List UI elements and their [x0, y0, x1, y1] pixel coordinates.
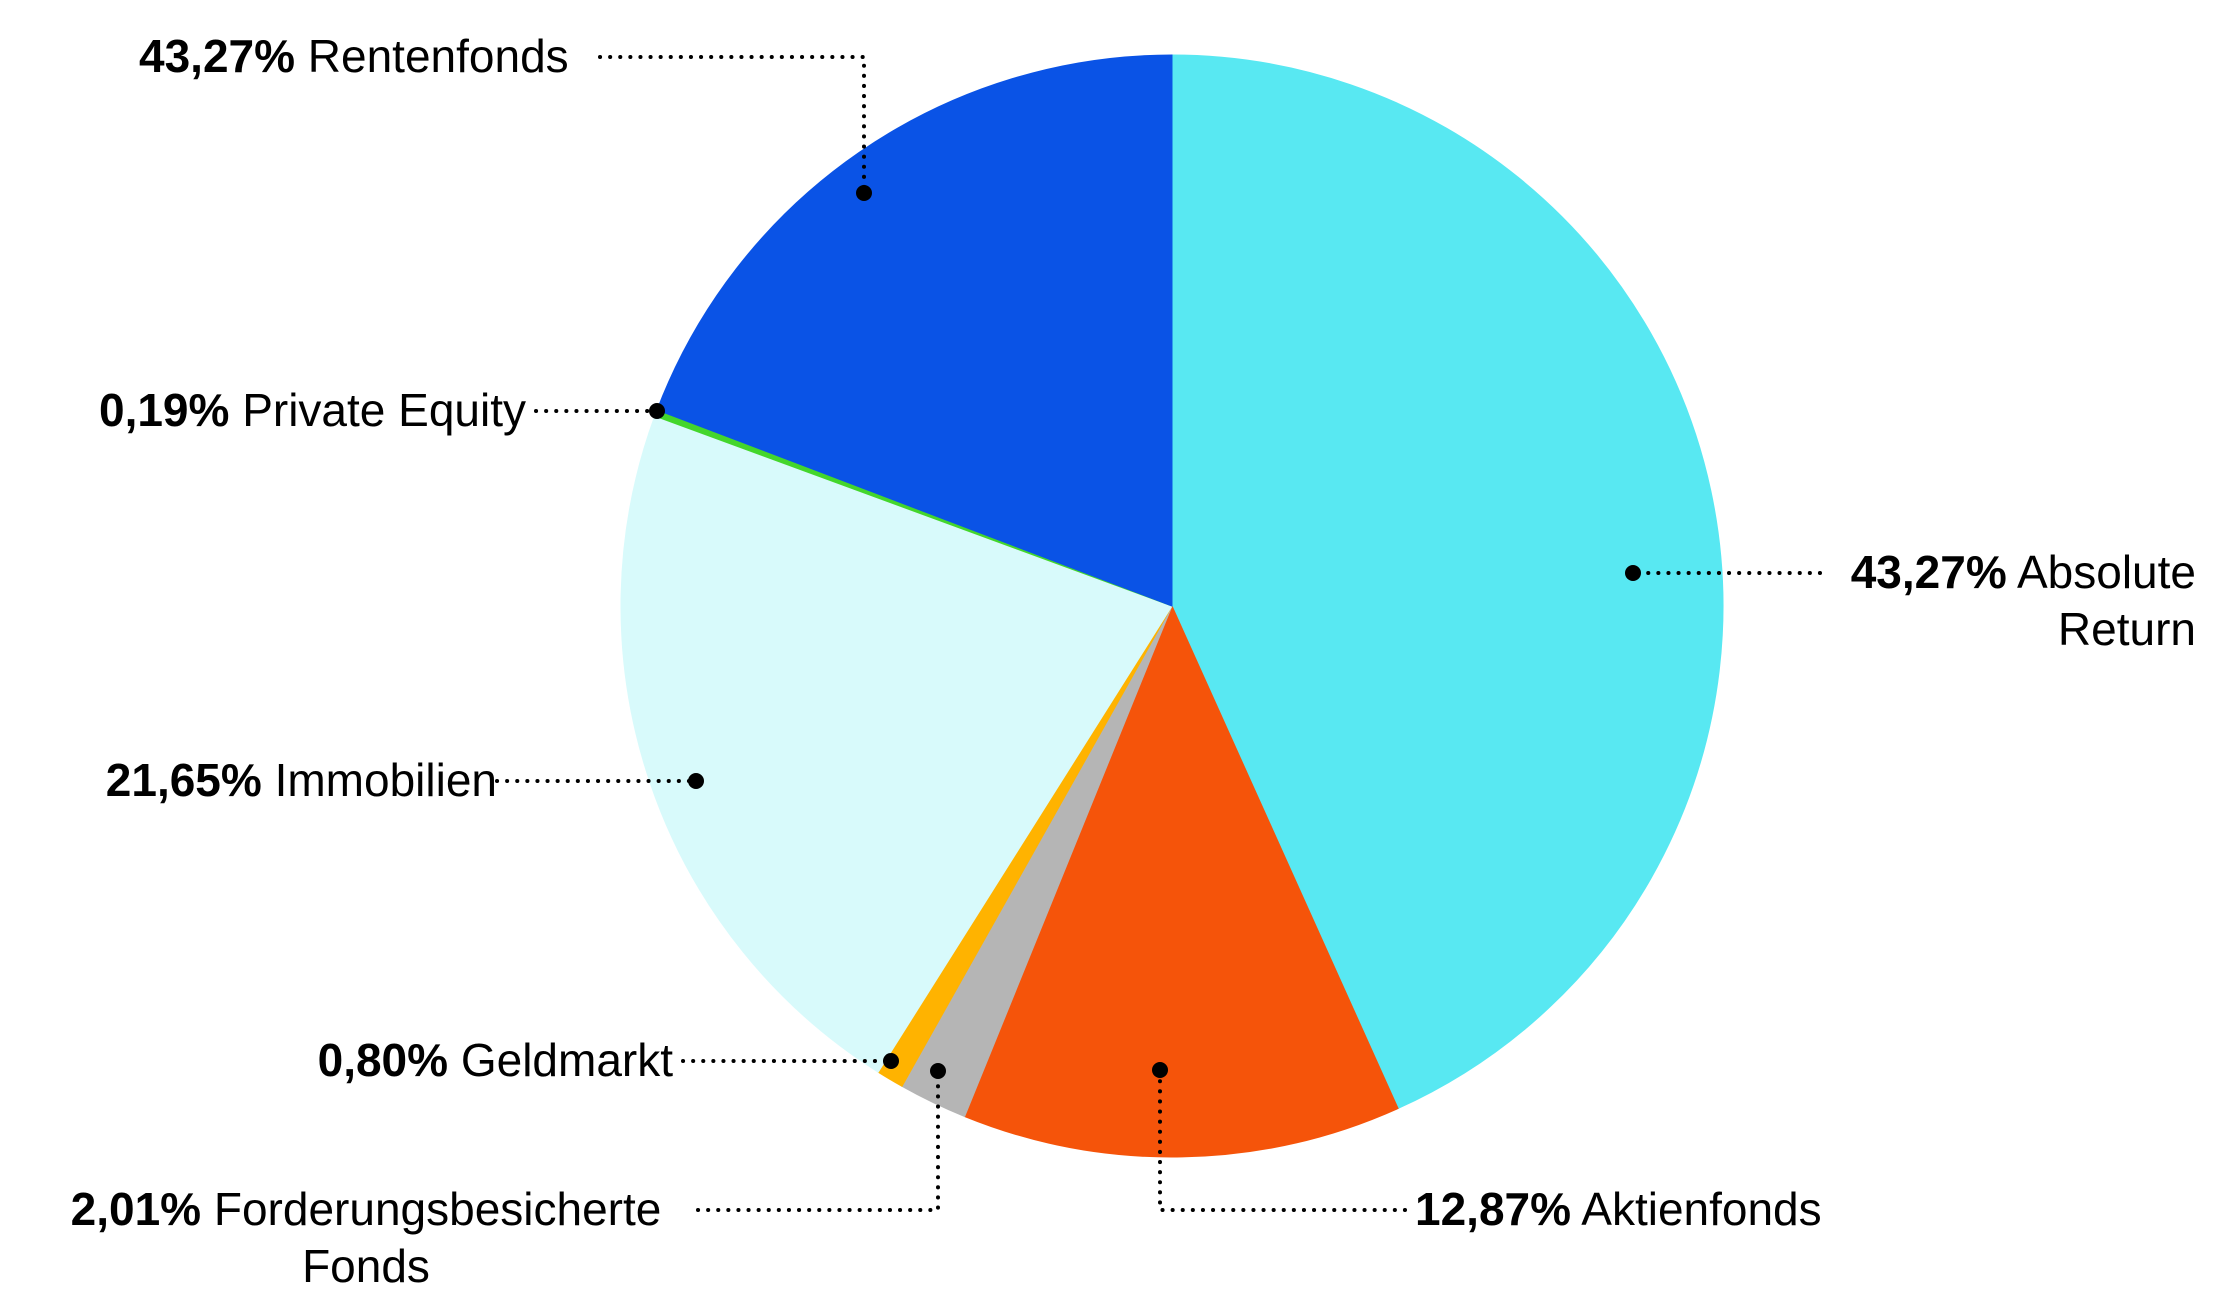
- leader-anchor-dot-absolute-return: [1625, 565, 1641, 581]
- callout-label-rentenfonds: 43,27% Rentenfonds: [139, 28, 569, 85]
- pie-slice-rentenfonds: [656, 54, 1173, 607]
- callout-label-forderungsbesicherte-fonds: 2,01% Forderungsbesicherte Fonds: [36, 1181, 696, 1292]
- callout-label-aktienfonds: 12,87% Aktienfonds: [1415, 1181, 1822, 1238]
- category-name: Forderungsbesicherte Fonds: [213, 1183, 662, 1292]
- leader-anchor-dot-forderungsbesicherte-fonds: [930, 1063, 946, 1079]
- callout-label-immobilien: 21,65% Immobilien: [60, 752, 497, 809]
- leader-line-aktienfonds: [1158, 1068, 1407, 1212]
- callout-label-geldmarkt: 0,80% Geldmarkt: [280, 1032, 673, 1089]
- leader-anchor-dot-geldmarkt: [883, 1053, 899, 1069]
- leader-anchor-dot-private-equity: [649, 403, 665, 419]
- category-name: Private Equity: [242, 384, 526, 436]
- percent-value: 0,80%: [317, 1034, 449, 1086]
- category-name: Aktienfonds: [1581, 1183, 1822, 1235]
- percent-value: 0,19%: [98, 384, 230, 436]
- percent-value: 21,65%: [105, 754, 262, 806]
- leader-anchor-dot-immobilien: [688, 773, 704, 789]
- category-name: Rentenfonds: [307, 30, 569, 82]
- category-name: Geldmarkt: [460, 1034, 673, 1086]
- leader-line-forderungsbesicherte-fonds: [696, 1069, 940, 1212]
- percent-value: 43,27%: [1850, 546, 2007, 598]
- pie-slice-aktienfonds: [964, 604, 1399, 1158]
- leader-line-rentenfonds: [598, 55, 866, 195]
- pie-slice-immobilien: [620, 415, 1173, 1073]
- percent-value: 2,01%: [70, 1183, 202, 1235]
- category-name: Absolute Return: [2016, 546, 2196, 656]
- percent-value: 43,27%: [139, 30, 296, 82]
- percent-value: 12,87%: [1415, 1183, 1572, 1235]
- leader-anchor-dot-aktienfonds: [1152, 1062, 1168, 1078]
- leader-anchor-dot-rentenfonds: [856, 185, 872, 201]
- callout-label-absolute-return: 43,27% Absolute Return: [1834, 544, 2196, 658]
- pie-slice-absolute-return: [1171, 54, 1724, 1110]
- callout-label-private-equity: 0,19% Private Equity: [60, 382, 526, 439]
- category-name: Immobilien: [274, 754, 497, 806]
